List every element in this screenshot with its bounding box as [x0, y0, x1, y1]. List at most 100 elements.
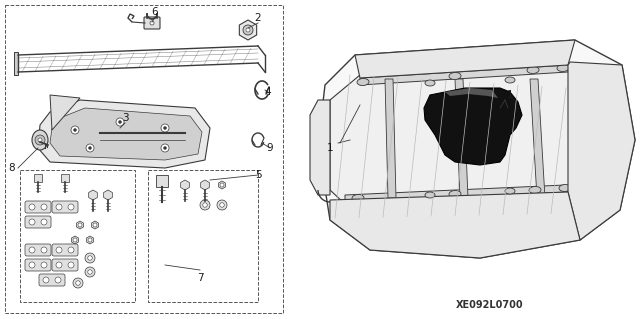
- Text: 1: 1: [326, 143, 333, 153]
- Ellipse shape: [505, 188, 515, 194]
- Polygon shape: [424, 88, 522, 165]
- Polygon shape: [50, 108, 202, 160]
- Bar: [20, 170, 135, 302]
- Ellipse shape: [352, 195, 364, 202]
- Polygon shape: [385, 79, 396, 198]
- FancyBboxPatch shape: [52, 201, 78, 213]
- Bar: [148, 170, 258, 302]
- Polygon shape: [455, 79, 468, 198]
- Circle shape: [85, 267, 95, 277]
- Polygon shape: [360, 65, 568, 85]
- Polygon shape: [330, 192, 580, 258]
- Circle shape: [200, 200, 210, 210]
- Circle shape: [71, 126, 79, 134]
- Polygon shape: [330, 62, 600, 218]
- Polygon shape: [568, 62, 635, 240]
- Circle shape: [150, 21, 154, 25]
- Ellipse shape: [449, 72, 461, 79]
- Ellipse shape: [559, 184, 571, 191]
- Circle shape: [163, 146, 166, 150]
- Circle shape: [86, 144, 94, 152]
- Ellipse shape: [527, 66, 539, 73]
- Ellipse shape: [357, 78, 369, 85]
- Circle shape: [55, 277, 61, 283]
- Ellipse shape: [32, 130, 48, 150]
- Circle shape: [73, 238, 77, 242]
- Circle shape: [56, 247, 62, 253]
- FancyBboxPatch shape: [52, 244, 78, 256]
- Polygon shape: [310, 100, 330, 195]
- Text: 2: 2: [255, 13, 261, 23]
- Text: 5: 5: [255, 170, 261, 180]
- FancyBboxPatch shape: [25, 259, 51, 271]
- FancyBboxPatch shape: [39, 274, 65, 286]
- Circle shape: [203, 203, 207, 207]
- Bar: [61, 174, 69, 182]
- Ellipse shape: [529, 187, 541, 194]
- Circle shape: [29, 262, 35, 268]
- Polygon shape: [318, 40, 635, 258]
- Circle shape: [88, 146, 92, 150]
- Bar: [156, 175, 168, 187]
- Circle shape: [35, 135, 45, 145]
- Text: 3: 3: [122, 113, 128, 123]
- Circle shape: [220, 203, 224, 207]
- Ellipse shape: [425, 80, 435, 86]
- Circle shape: [38, 138, 42, 142]
- Circle shape: [85, 253, 95, 263]
- Circle shape: [118, 121, 122, 123]
- FancyBboxPatch shape: [25, 244, 51, 256]
- Circle shape: [220, 183, 224, 187]
- Circle shape: [41, 219, 47, 225]
- FancyBboxPatch shape: [25, 201, 51, 213]
- Circle shape: [43, 277, 49, 283]
- Text: XE092L0700: XE092L0700: [456, 300, 524, 310]
- Circle shape: [76, 281, 80, 285]
- Circle shape: [68, 204, 74, 210]
- FancyBboxPatch shape: [144, 17, 160, 29]
- FancyBboxPatch shape: [52, 259, 78, 271]
- Circle shape: [163, 127, 166, 130]
- Polygon shape: [345, 185, 568, 202]
- Ellipse shape: [425, 192, 435, 198]
- Bar: [34, 174, 42, 182]
- Ellipse shape: [557, 64, 569, 71]
- Polygon shape: [38, 100, 210, 168]
- Circle shape: [41, 247, 47, 253]
- Circle shape: [246, 28, 250, 32]
- Circle shape: [29, 247, 35, 253]
- FancyBboxPatch shape: [25, 216, 51, 228]
- Text: 6: 6: [152, 7, 158, 17]
- Polygon shape: [14, 52, 18, 75]
- Ellipse shape: [449, 190, 461, 197]
- Circle shape: [243, 25, 253, 35]
- Ellipse shape: [505, 77, 515, 83]
- Text: 7: 7: [196, 273, 204, 283]
- Circle shape: [68, 262, 74, 268]
- Circle shape: [88, 270, 92, 274]
- Circle shape: [73, 278, 83, 288]
- Circle shape: [78, 223, 82, 227]
- Circle shape: [41, 262, 47, 268]
- Text: 4: 4: [265, 87, 271, 97]
- Text: 9: 9: [267, 143, 273, 153]
- Polygon shape: [355, 40, 575, 78]
- Polygon shape: [50, 95, 80, 130]
- Circle shape: [88, 256, 92, 260]
- Circle shape: [88, 238, 92, 242]
- Bar: [5, 5, 283, 313]
- Text: 8: 8: [9, 163, 15, 173]
- Circle shape: [161, 144, 169, 152]
- Circle shape: [93, 223, 97, 227]
- Circle shape: [41, 204, 47, 210]
- Circle shape: [29, 219, 35, 225]
- Polygon shape: [445, 88, 498, 98]
- Circle shape: [217, 200, 227, 210]
- Circle shape: [68, 247, 74, 253]
- Circle shape: [74, 129, 77, 131]
- Circle shape: [29, 204, 35, 210]
- Circle shape: [56, 204, 62, 210]
- Circle shape: [161, 124, 169, 132]
- Circle shape: [56, 262, 62, 268]
- Circle shape: [116, 118, 124, 126]
